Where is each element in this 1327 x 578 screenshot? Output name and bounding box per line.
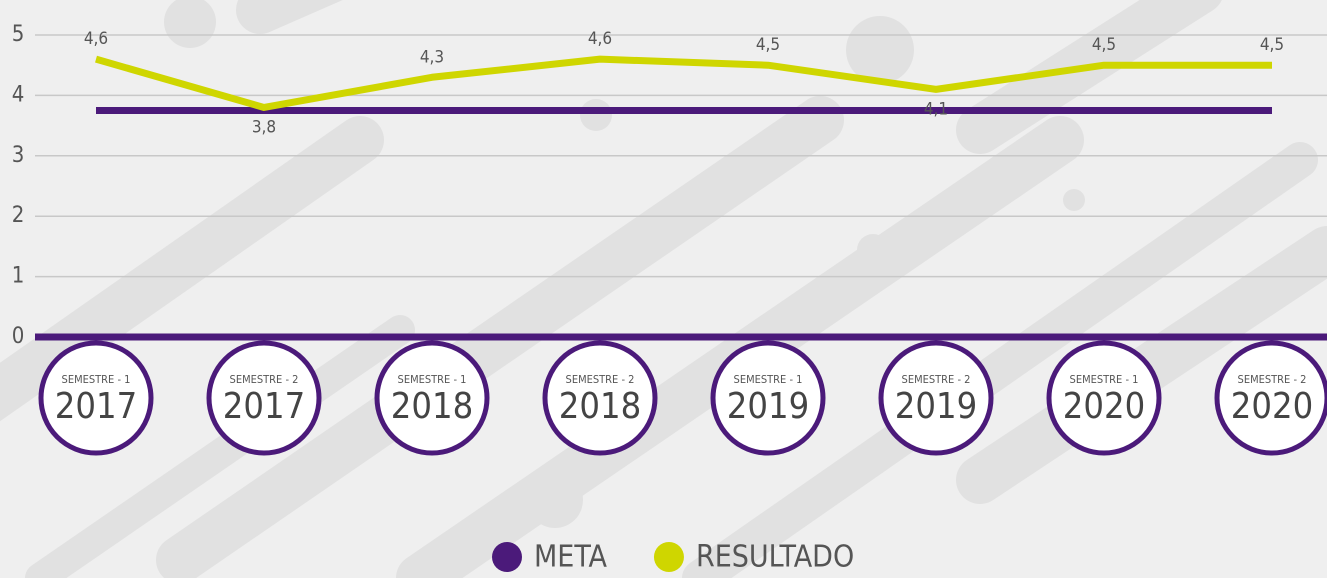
y-tick-label: 1 [12,264,25,289]
y-tick-label: 2 [12,203,25,228]
legend-label: META [534,540,607,575]
legend-label: RESULTADO [696,540,854,575]
x-tick-semester: SEMESTRE - 2 [230,373,299,386]
x-tick-year: 2017 [55,386,137,427]
x-tick-year: 2019 [727,386,809,427]
y-tick-label: 0 [12,324,25,349]
x-tick-semester: SEMESTRE - 2 [566,373,635,386]
x-tick-semester: SEMESTRE - 2 [902,373,971,386]
value-label: 4,3 [420,47,444,67]
legend-marker [492,542,522,572]
value-label: 4,5 [756,35,780,55]
x-tick-semester: SEMESTRE - 1 [734,373,803,386]
x-tick-semester: SEMESTRE - 1 [398,373,467,386]
value-label: 4,6 [588,29,612,49]
y-tick-label: 4 [12,82,25,107]
page: 0 1 2 3 4 5 4,6 3,8 4,3 4,6 4,5 4,1 4,5 4,5 SEMESTRE -… [0,0,1327,578]
x-tick-year: 2018 [391,386,473,427]
chart: 0 1 2 3 4 5 4,6 3,8 4,3 4,6 4,5 4,1 4,5 4,5 SEMESTRE -… [0,0,1327,578]
y-tick-label: 5 [12,22,25,47]
x-tick-semester: SEMESTRE - 1 [62,373,131,386]
x-tick-semester: SEMESTRE - 2 [1238,373,1307,386]
y-tick-label: 3 [12,143,25,168]
x-tick-year: 2020 [1063,386,1145,427]
value-label: 4,1 [924,99,948,119]
value-label: 4,5 [1260,35,1284,55]
x-tick-year: 2018 [559,386,641,427]
x-tick-year: 2017 [223,386,305,427]
value-label: 3,8 [252,117,276,137]
value-label: 4,5 [1092,35,1116,55]
x-tick-semester: SEMESTRE - 1 [1070,373,1139,386]
legend-marker [654,542,684,572]
value-label: 4,6 [84,29,108,49]
x-tick-year: 2020 [1231,386,1313,427]
x-tick-year: 2019 [895,386,977,427]
